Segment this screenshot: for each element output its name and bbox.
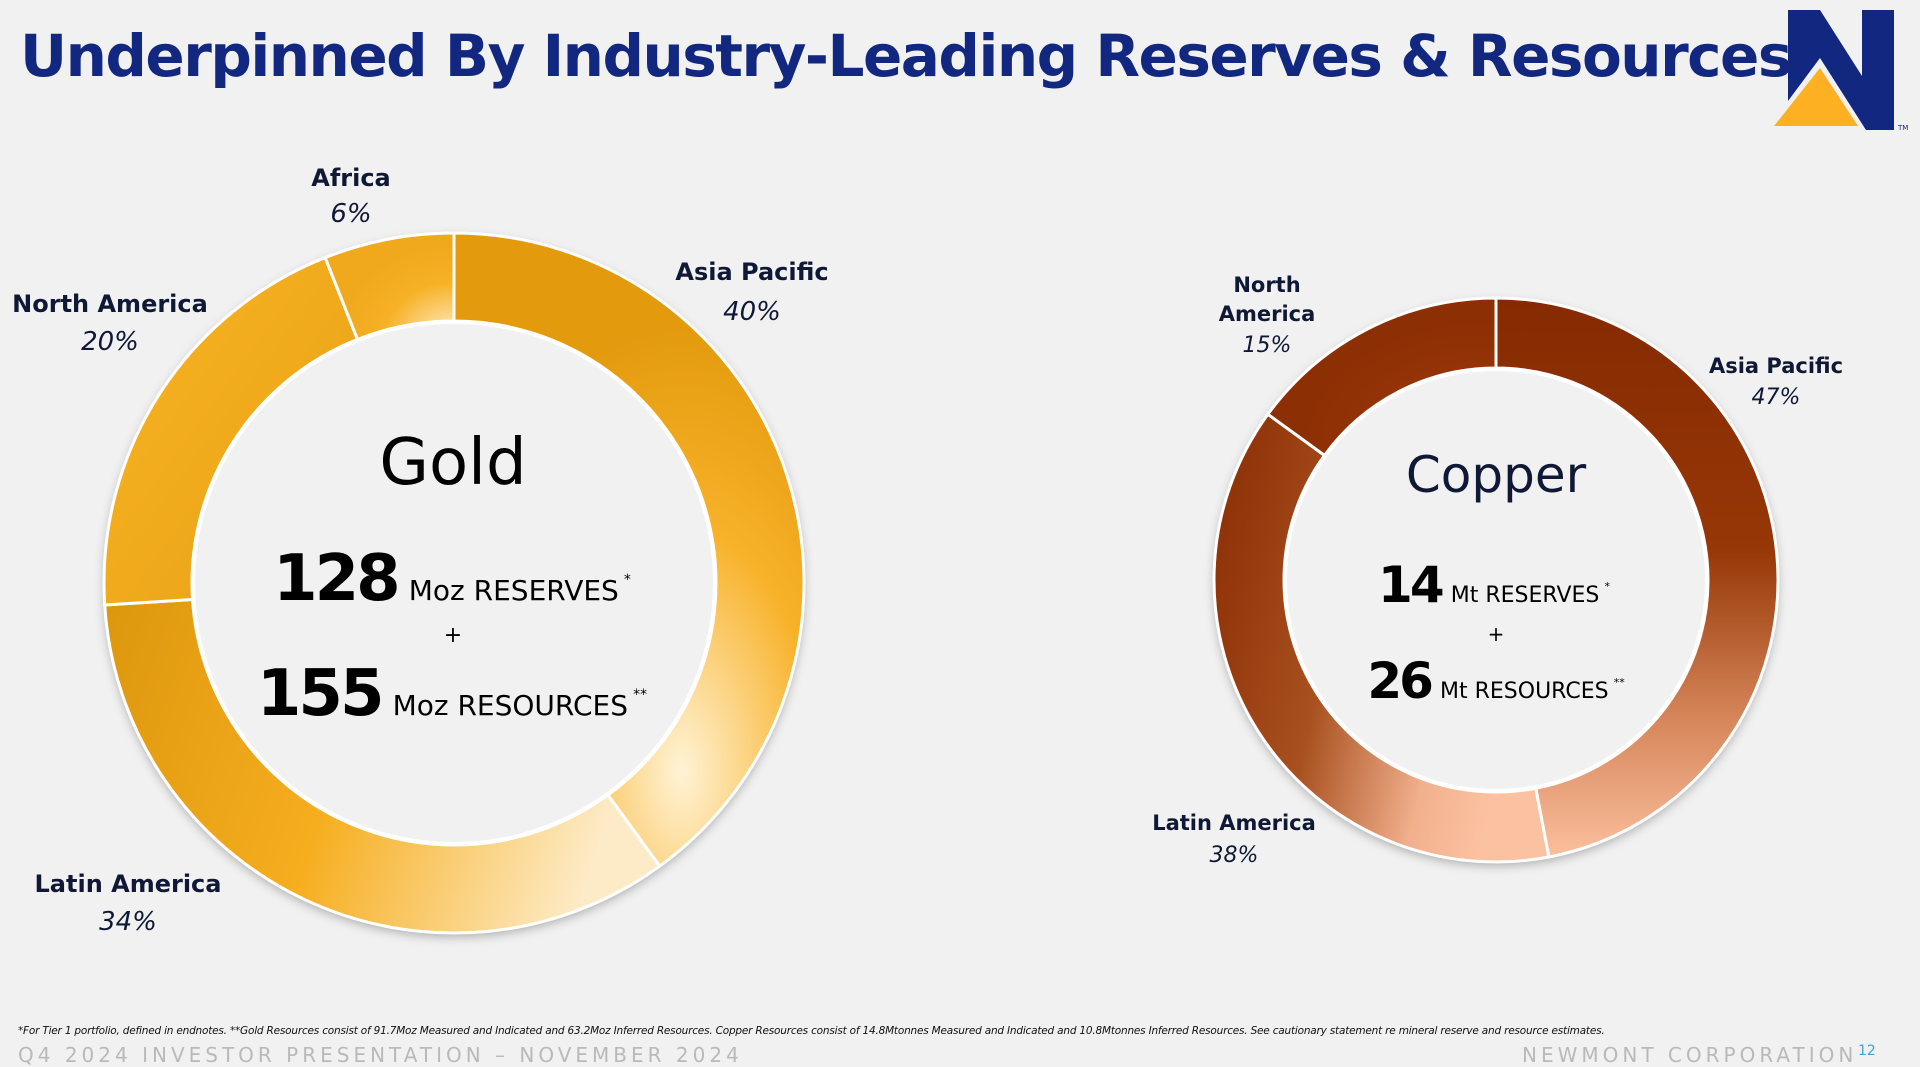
logo-triangle <box>1774 68 1858 126</box>
gold-reserves-mark: * <box>624 572 631 588</box>
copper-center-title: Copper <box>1406 446 1587 504</box>
logo-trademark: TM <box>1897 124 1908 132</box>
gold-pct-latin-america: 34% <box>99 907 157 937</box>
copper-reserves-value: 14 <box>1378 556 1443 614</box>
gold-pct-africa: 6% <box>330 199 371 229</box>
gold-center-title: Gold <box>379 426 526 500</box>
gold-resources-unit: Moz RESOURCES <box>393 689 628 722</box>
gold-label-asia-pacific: Asia Pacific <box>675 258 828 286</box>
gold-plus: + <box>444 623 462 648</box>
gold-donut-chart <box>102 231 806 935</box>
copper-resources-mark: ** <box>1614 676 1626 689</box>
copper-donut-chart <box>1212 296 1780 864</box>
copper-label-north-america-line2: America <box>1219 302 1316 326</box>
newmont-logo-icon: TM <box>1774 10 1908 132</box>
gold-reserves-value: 128 <box>273 542 398 616</box>
copper-label-north-america-line1: North <box>1233 273 1300 297</box>
gold-label-north-america: North America <box>12 290 208 318</box>
page-number: 12 <box>1858 1043 1876 1059</box>
gold-resources-mark: ** <box>633 687 647 703</box>
copper-resources-value: 26 <box>1367 652 1432 710</box>
copper-label-asia-pacific: Asia Pacific <box>1709 354 1843 378</box>
copper-plus: + <box>1488 622 1505 646</box>
footnote: *For Tier 1 portfolio, defined in endnot… <box>18 1025 1605 1037</box>
footer-presentation-label: Q4 2024 INVESTOR PRESENTATION – NOVEMBER… <box>18 1043 743 1067</box>
copper-reserves-line: 14 Mt RESERVES * <box>1378 556 1610 614</box>
copper-reserves-mark: * <box>1604 580 1610 593</box>
donut-center <box>1284 368 1708 792</box>
copper-reserves-unit: Mt RESERVES <box>1451 583 1600 608</box>
logo-n-shape <box>1788 10 1894 130</box>
gold-label-latin-america: Latin America <box>35 870 222 898</box>
gold-reserves-unit: Moz RESERVES <box>409 574 619 607</box>
donut-center <box>192 321 716 845</box>
gold-label-africa: Africa <box>311 164 391 192</box>
footer-company-label: NEWMONT CORPORATION <box>1522 1043 1858 1067</box>
copper-pct-asia-pacific: 47% <box>1752 385 1801 410</box>
gold-reserves-line: 128 Moz RESERVES * <box>273 542 631 616</box>
gold-pct-asia-pacific: 40% <box>723 297 781 327</box>
copper-resources-unit: Mt RESOURCES <box>1440 679 1609 704</box>
copper-label-latin-america: Latin America <box>1152 811 1316 835</box>
copper-pct-latin-america: 38% <box>1210 843 1259 868</box>
page-title: Underpinned By Industry-Leading Reserves… <box>20 22 1792 90</box>
copper-resources-line: 26 Mt RESOURCES ** <box>1367 652 1625 710</box>
gold-resources-line: 155 Moz RESOURCES ** <box>257 657 647 731</box>
gold-pct-north-america: 20% <box>81 327 139 357</box>
copper-pct-north-america: 15% <box>1243 333 1292 358</box>
gold-resources-value: 155 <box>257 657 382 731</box>
